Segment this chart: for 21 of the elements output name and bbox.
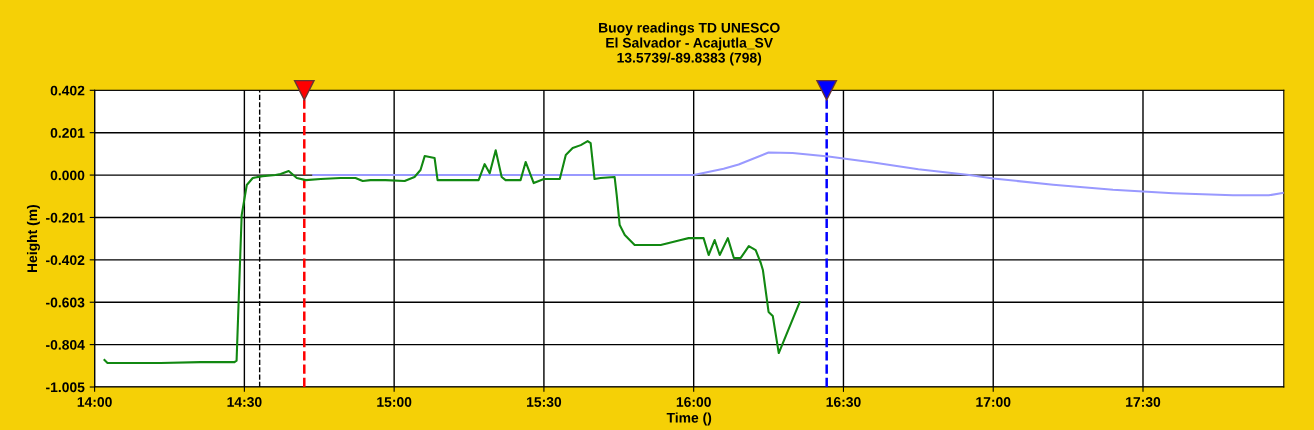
x-tick-label: 17:30 bbox=[1126, 397, 1161, 407]
y-tick-label: -0.603 bbox=[46, 297, 85, 308]
y-tick-label: -0.804 bbox=[46, 339, 85, 350]
y-tick-label: -0.201 bbox=[46, 212, 85, 223]
x-tick-label: 16:00 bbox=[676, 397, 711, 407]
x-axis-title: Time () bbox=[666, 412, 712, 426]
line-series bbox=[103, 140, 801, 364]
x-tick-label: 14:00 bbox=[77, 397, 112, 407]
chart-title: Buoy readings TD UNESCO El Salvador - Acajutla_SV 13.5739/-89.8383 (798) bbox=[599, 22, 780, 66]
y-tick-label: -1.005 bbox=[46, 382, 85, 393]
x-tick-label: 14:30 bbox=[227, 397, 262, 407]
x-tick-label: 15:00 bbox=[377, 397, 412, 407]
y-tick-label: 0.402 bbox=[50, 85, 85, 96]
y-axis-title: Height (m) bbox=[26, 205, 40, 273]
line-series bbox=[312, 151, 1284, 197]
x-tick-label: 15:30 bbox=[527, 397, 562, 407]
y-tick-label: -0.402 bbox=[46, 255, 85, 266]
y-tick-label: 0.201 bbox=[50, 128, 85, 138]
x-tick-label: 16:30 bbox=[826, 397, 861, 407]
x-tick-label: 17:00 bbox=[976, 397, 1011, 407]
y-tick-label: 0.000 bbox=[50, 170, 85, 181]
